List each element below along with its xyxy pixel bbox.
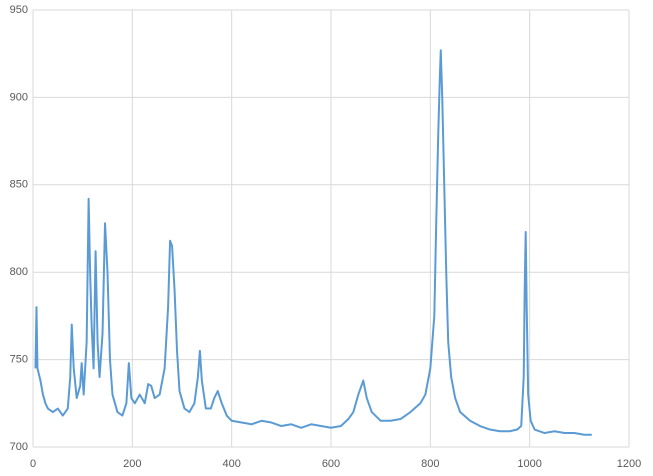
x-tick-label: 0	[30, 458, 36, 470]
data-line	[34, 49, 592, 436]
y-tick-label: 900	[10, 91, 28, 103]
y-tick-label: 800	[10, 266, 28, 278]
y-tick-label: 850	[10, 179, 28, 191]
x-tick-label: 400	[222, 458, 240, 470]
y-tick-label: 750	[10, 354, 28, 366]
y-tick-label: 950	[10, 4, 28, 16]
x-tick-label: 1000	[517, 458, 541, 470]
x-tick-label: 800	[421, 458, 439, 470]
x-tick-label: 200	[123, 458, 141, 470]
y-tick-label: 700	[10, 441, 28, 453]
x-tick-label: 1200	[617, 458, 641, 470]
x-tick-label: 600	[322, 458, 340, 470]
